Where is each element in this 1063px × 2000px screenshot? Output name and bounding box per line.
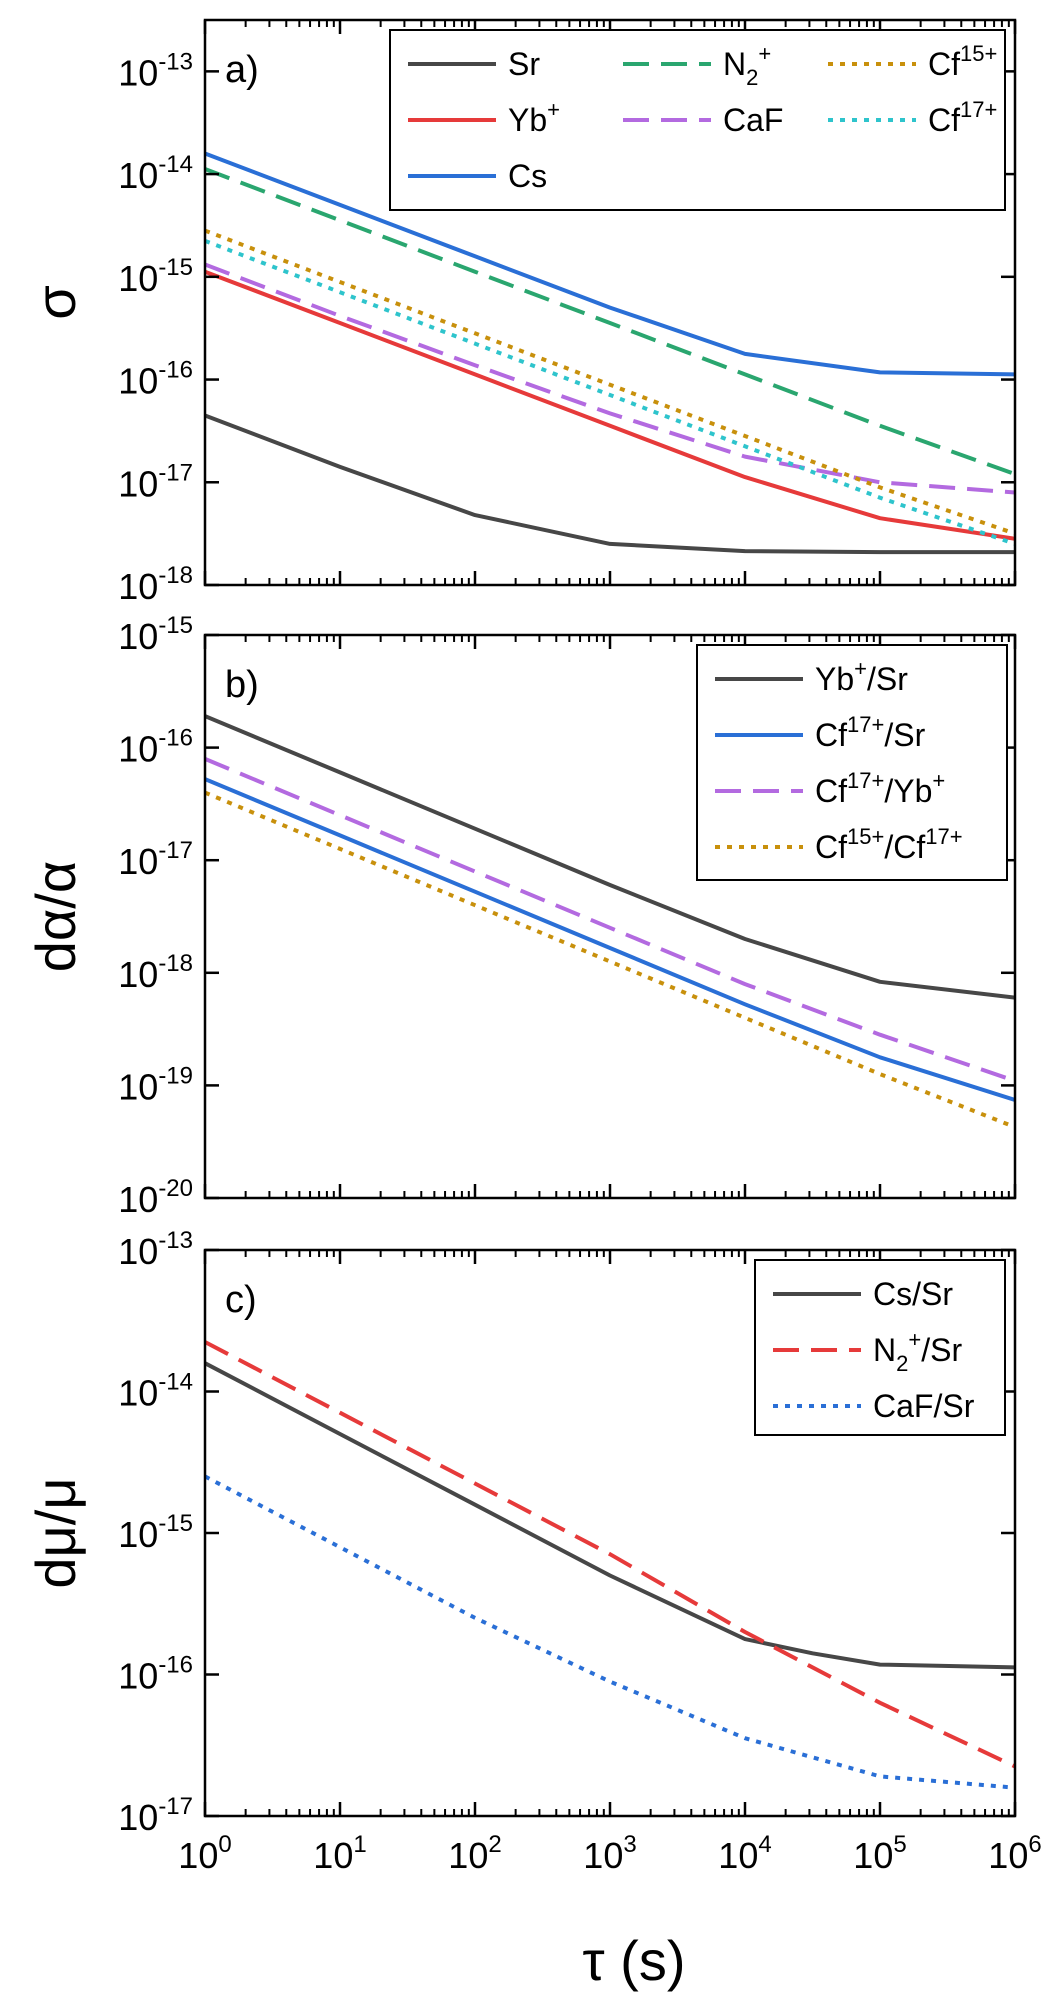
y-tick-label: 10-18 [118, 950, 193, 995]
y-tick-label: 10-14 [118, 151, 193, 196]
y-tick-label: 10-18 [118, 562, 193, 607]
legend-label: Cs/Sr [873, 1276, 953, 1312]
y-tick-label: 10-17 [118, 459, 193, 504]
legend-label: Yb+ [508, 97, 560, 138]
legend: Cs/Sr N2+/Sr CaF/Sr [754, 1259, 1006, 1436]
x-tick-label: 100 [178, 1831, 231, 1876]
legend-label: CaF [723, 102, 783, 138]
y-tick-label: 10-16 [118, 357, 193, 402]
panel-label: b) [225, 664, 259, 706]
panel-c: 10-17 10-16 10-15 10-14 10-13 c) dμ/μ Cs/Sr N2+/… [24, 1227, 1042, 1876]
x-tick-label: 102 [448, 1831, 501, 1876]
y-tick-label: 10-14 [118, 1369, 193, 1414]
y-axis-title: dα/α [24, 861, 87, 972]
legend-label: Cf17+ [928, 97, 997, 138]
y-tick-label: 10-19 [118, 1062, 193, 1107]
legend-label: Cs [508, 158, 547, 194]
panel-a: 10-18 10-17 10-16 10-15 10-14 10-13 a) σ Sr Yb+ Cs… [24, 18, 1017, 607]
y-axis-title: dμ/μ [24, 1477, 87, 1588]
y-tick-label: 10-17 [118, 837, 193, 882]
legend-box [696, 644, 1008, 881]
legend: Yb+/Sr Cf17+/Sr Cf17+/Yb+ Cf15+/Cf17+ [696, 644, 1008, 881]
series-line-n2- [205, 167, 1015, 476]
y-tick-label: 10-15 [118, 612, 193, 657]
x-tick-label: 105 [853, 1831, 906, 1876]
legend-label: Cf15+ [928, 41, 997, 82]
y-tick-label: 10-17 [118, 1793, 193, 1838]
series-line-yb-sr [205, 714, 1015, 1000]
panel-label: a) [225, 49, 259, 91]
series-line-cf17- [205, 239, 1015, 546]
legend-label: CaF/Sr [873, 1388, 975, 1424]
series-line-cf15-cf17- [205, 790, 1015, 1129]
y-tick-label: 10-16 [118, 725, 193, 770]
legend-label: Cf17+/Sr [815, 712, 926, 753]
legend-label: Cf17+/Yb+ [815, 768, 945, 809]
series-line-cs-sr [205, 1361, 1015, 1670]
legend-label: Cf15+/Cf17+ [815, 824, 963, 865]
x-tick-label: 106 [988, 1831, 1041, 1876]
series-line-yb- [205, 269, 1015, 541]
x-tick-label: 103 [583, 1831, 636, 1876]
series-line-caf [205, 262, 1015, 495]
legend-box [754, 1259, 1006, 1436]
legend-label: N2+/Sr [873, 1327, 962, 1376]
y-tick-label: 10-13 [118, 1227, 193, 1272]
y-tick-label: 10-15 [118, 1510, 193, 1555]
legend-label: Sr [508, 46, 540, 82]
panels-group: 10-18 10-17 10-16 10-15 10-14 10-13 a) σ Sr Yb+ Cs… [24, 18, 1042, 1876]
panel-b: 10-20 10-19 10-18 10-17 10-16 10-15 b) dα/α Yb+/… [24, 612, 1017, 1220]
x-tick-label: 104 [718, 1831, 771, 1876]
y-tick-label: 10-16 [118, 1652, 193, 1697]
series-line-n2-sr [205, 1340, 1015, 1769]
y-axis-title: σ [24, 285, 87, 320]
x-axis-title: τ (s) [583, 1929, 686, 1992]
legend: Sr Yb+ Cs N2+ CaF Cf15+ Cf17+ [389, 29, 1006, 211]
series-line-cf17-sr [205, 777, 1015, 1102]
y-tick-label: 10-15 [118, 254, 193, 299]
series-line-cs [205, 151, 1015, 377]
y-tick-label: 10-20 [118, 1175, 193, 1220]
series-line-cf17-yb- [205, 757, 1015, 1083]
y-tick-label: 10-13 [118, 48, 193, 93]
series-line-caf-sr [205, 1474, 1015, 1790]
series-line-sr [205, 413, 1015, 555]
series-line-cf15- [205, 228, 1015, 536]
panel-label: c) [225, 1279, 257, 1321]
legend-label: N2+ [723, 41, 771, 90]
x-tick-label: 101 [313, 1831, 366, 1876]
legend-label: Yb+/Sr [815, 656, 908, 697]
